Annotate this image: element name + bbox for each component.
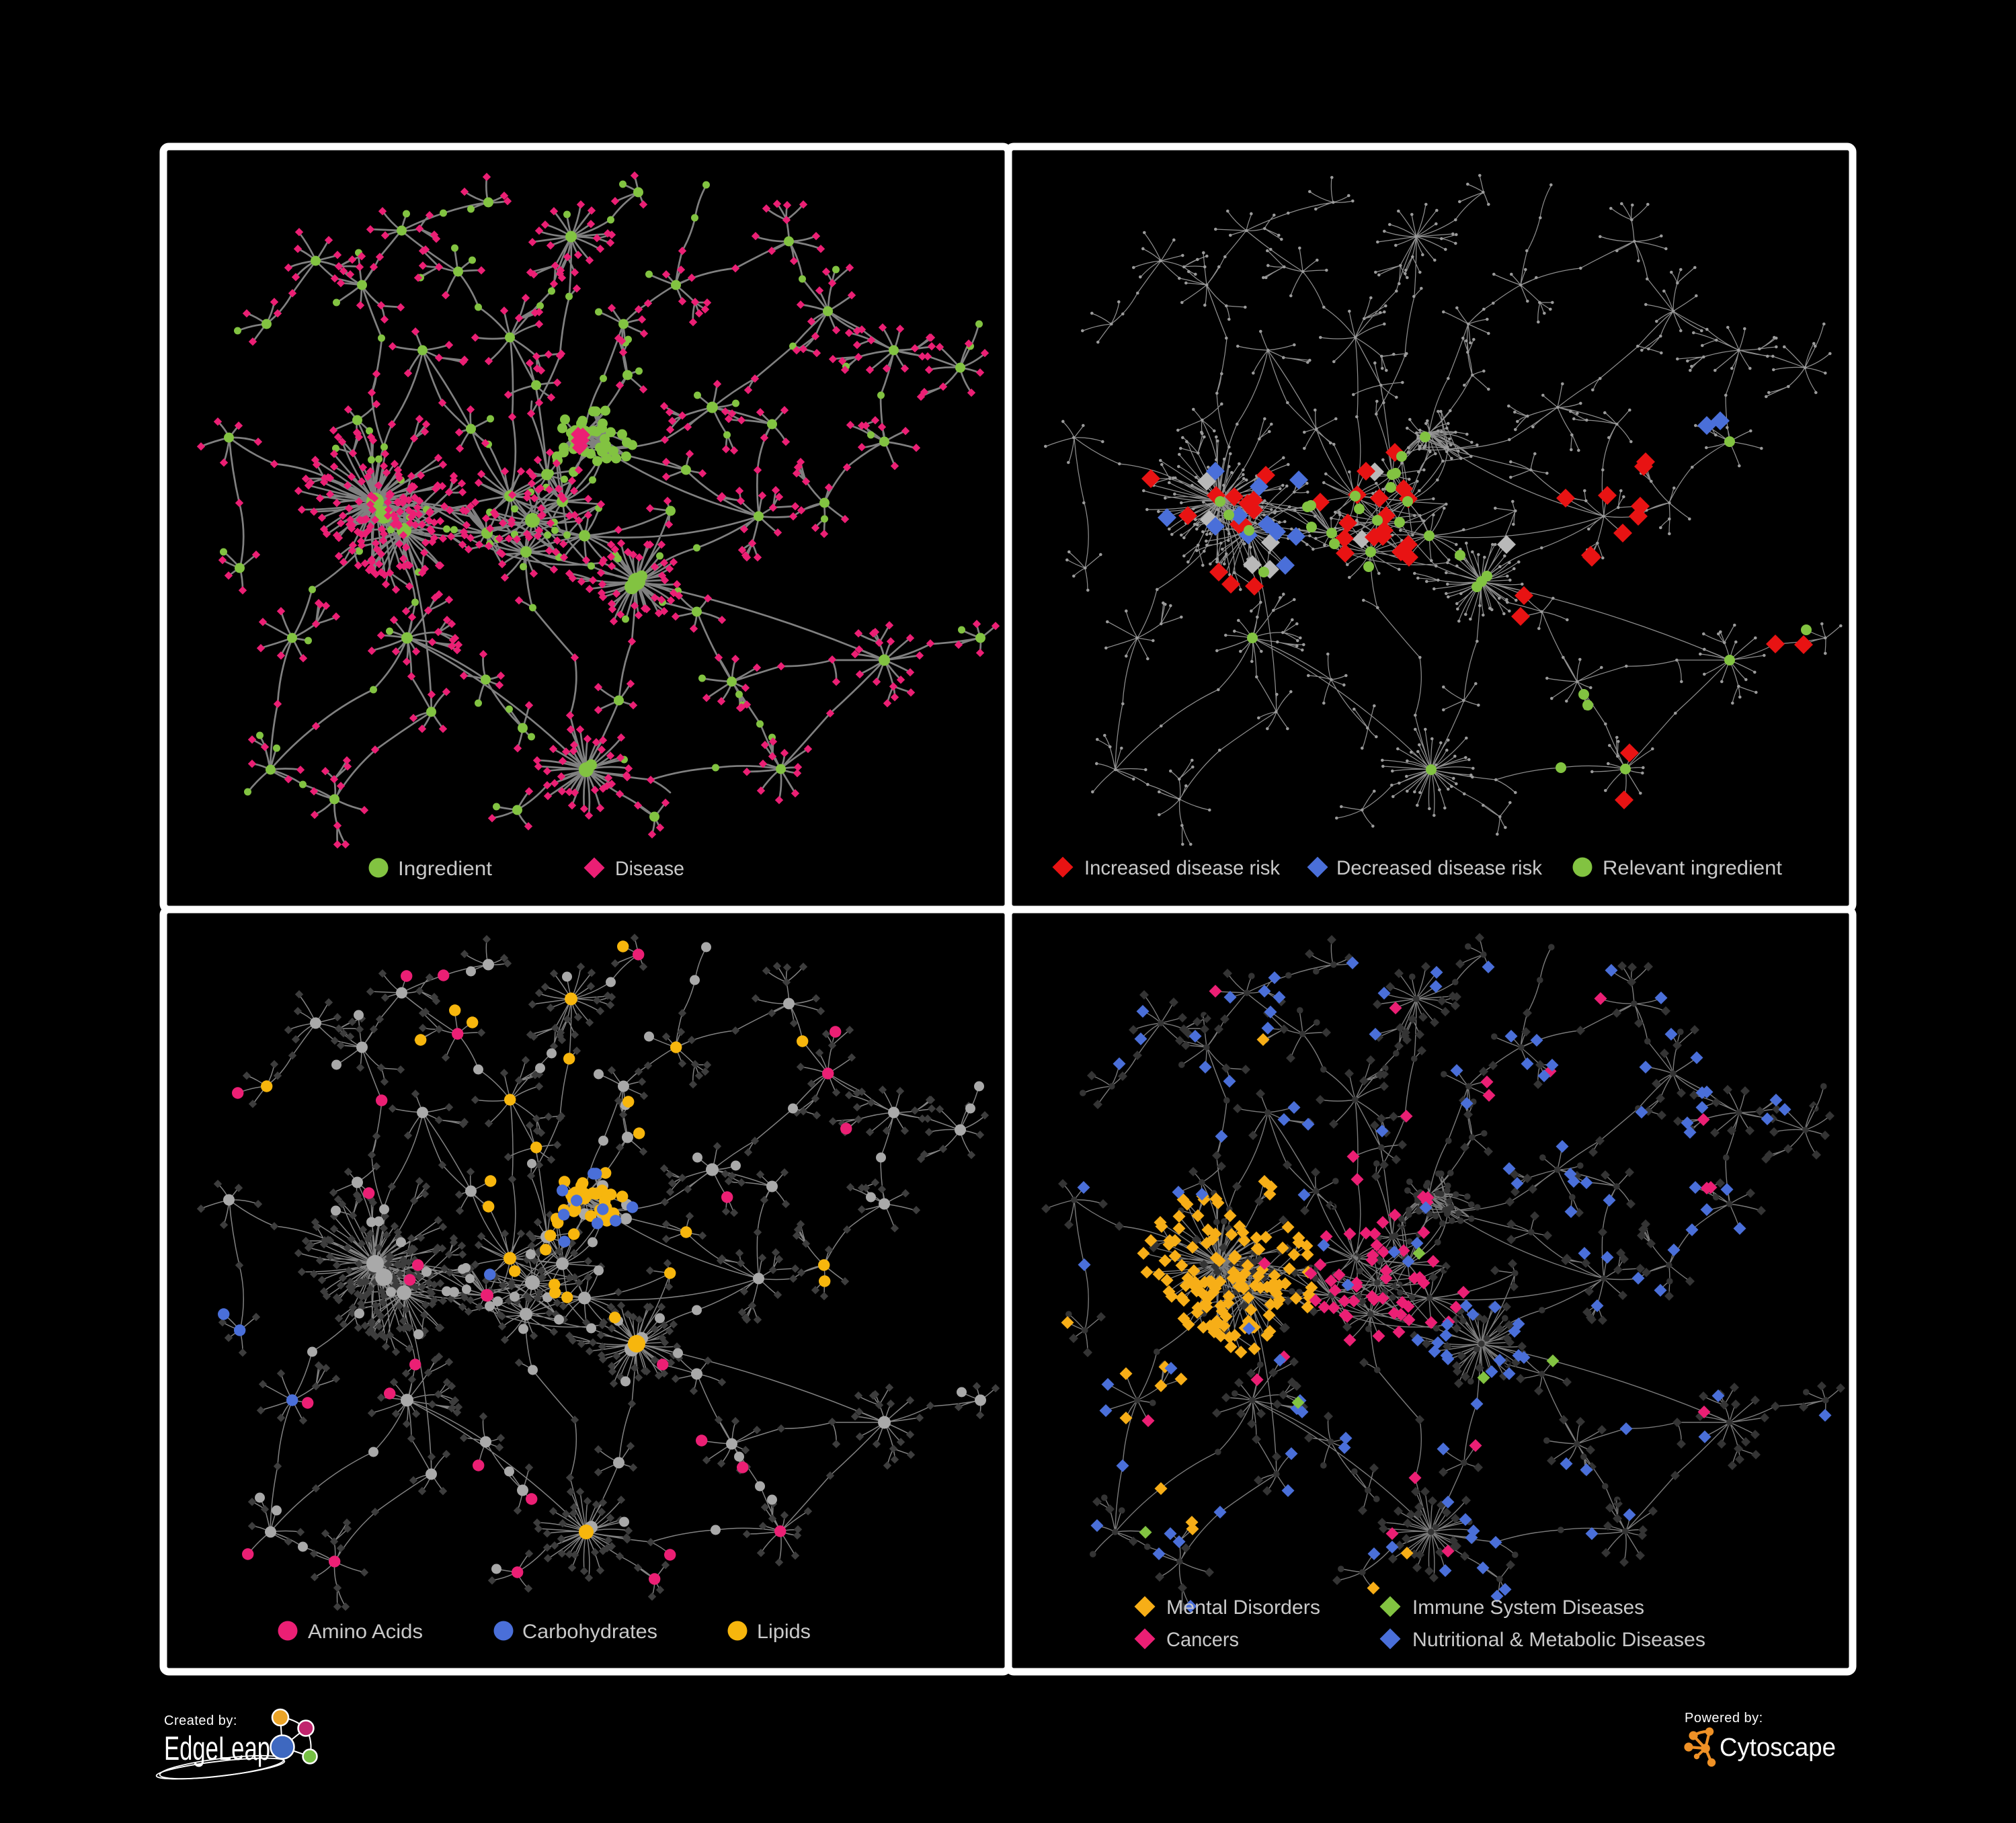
svg-text:EdgeLeap: EdgeLeap [164, 1730, 270, 1767]
svg-text:Increased disease risk: Increased disease risk [1084, 857, 1281, 879]
svg-text:Powered by:: Powered by: [1685, 1711, 1763, 1726]
svg-text:Nutritional & Metabolic Diseas: Nutritional & Metabolic Diseases [1412, 1629, 1705, 1651]
svg-text:Cancers: Cancers [1166, 1629, 1239, 1651]
svg-text:Disease: Disease [615, 858, 684, 880]
svg-text:Cytoscape: Cytoscape [1720, 1734, 1836, 1762]
svg-text:Ingredient: Ingredient [398, 858, 493, 880]
svg-text:Relevant ingredient: Relevant ingredient [1603, 857, 1783, 879]
svg-text:Carbohydrates: Carbohydrates [522, 1621, 657, 1643]
svg-text:Mental Disorders: Mental Disorders [1166, 1596, 1320, 1619]
svg-text:Lipids: Lipids [757, 1621, 811, 1643]
svg-text:Decreased disease risk: Decreased disease risk [1336, 857, 1543, 879]
svg-text:Created by:: Created by: [164, 1713, 237, 1728]
svg-text:Amino Acids: Amino Acids [308, 1621, 423, 1643]
svg-text:Immune System Diseases: Immune System Diseases [1412, 1596, 1644, 1619]
